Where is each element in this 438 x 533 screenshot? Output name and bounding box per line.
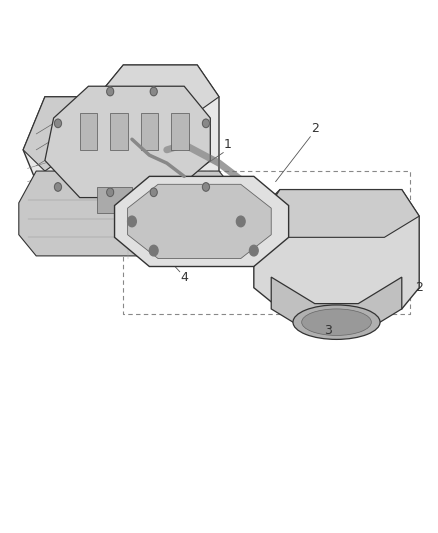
Circle shape (150, 188, 157, 197)
Polygon shape (141, 113, 158, 150)
Polygon shape (127, 184, 271, 259)
Polygon shape (254, 190, 419, 309)
Polygon shape (141, 187, 176, 214)
Polygon shape (171, 113, 188, 150)
Polygon shape (80, 113, 97, 150)
Circle shape (250, 245, 258, 256)
Text: 1: 1 (224, 138, 232, 151)
Circle shape (150, 87, 157, 96)
Polygon shape (115, 176, 289, 266)
Circle shape (107, 188, 114, 197)
Text: 3: 3 (324, 324, 332, 337)
Polygon shape (262, 190, 419, 237)
Text: 2: 2 (311, 122, 319, 135)
Circle shape (54, 119, 61, 127)
Polygon shape (97, 187, 132, 214)
Polygon shape (110, 113, 127, 150)
Polygon shape (271, 277, 402, 335)
Polygon shape (45, 86, 210, 198)
Text: 4: 4 (180, 271, 188, 284)
Text: 2: 2 (415, 281, 423, 294)
Polygon shape (19, 171, 245, 256)
Circle shape (237, 216, 245, 227)
Circle shape (127, 216, 136, 227)
Polygon shape (45, 65, 219, 134)
Circle shape (107, 87, 114, 96)
Ellipse shape (302, 309, 371, 335)
Ellipse shape (293, 305, 380, 340)
Circle shape (54, 183, 61, 191)
Circle shape (202, 119, 209, 127)
Polygon shape (23, 65, 219, 240)
Polygon shape (23, 97, 97, 171)
Circle shape (149, 245, 158, 256)
Circle shape (202, 183, 209, 191)
